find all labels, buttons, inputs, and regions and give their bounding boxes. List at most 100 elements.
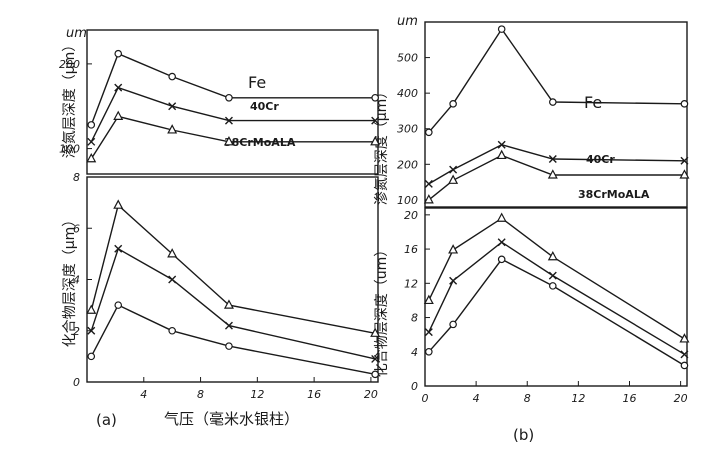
panel-a-bottom-ytick-label-8: 8 [73,171,80,184]
panel-a-bottom-series-0-point-4 [371,370,379,379]
panel-b-top-unit: um [397,14,418,29]
panel-b-bottom-series-0-line [428,258,685,367]
panel-b-bottom-series-1-point-0 [424,328,433,337]
panel-a-bottom-series-0-point-1 [114,301,123,309]
panel-b-top-ytick-label-200: 200 [397,158,418,171]
panel-a-top-series-0-point-0 [87,121,96,129]
panel-a-top-series-0-point-1 [114,49,123,58]
panel-a-bottom-xtick-label-12: 12 [250,388,264,401]
panel-a-bottom-series-1-point-2 [168,275,177,284]
panel-a-bottom-xtick-label-16: 16 [307,388,321,401]
series-label-38crmoala-b: 38CrMoALA [578,188,650,201]
panel-a-top-series-0-line [90,52,376,126]
panel-b-top-series-0-point-0 [425,128,433,137]
panel-b-bottom-series-0-point-3 [549,282,557,290]
panel-a-bottom-ytick-label-0: 0 [73,376,80,389]
panel-b-bottom-series-0-point-1 [449,320,457,329]
panel-a-top-series-1-line [90,86,376,143]
panel-b-bottom-series-0-point-4 [680,361,689,370]
panel-a-xlabel: 气压（毫米水银柱） [164,410,299,428]
panel-b-top-series-2-point-4 [679,169,690,179]
series-label-fe-a: Fe [248,73,266,92]
panel-b-top-series-0-point-3 [549,98,557,106]
panel-b-bottom-ytick-label-4: 4 [411,346,418,359]
panel-a-bottom-series-0-line [90,304,376,375]
panel-b-bottom-series-1-point-4 [680,350,689,359]
panel-b-bottom-xtick-label-20: 20 [674,392,688,405]
panel-a-top-series-1-point-2 [168,102,177,111]
panel-a-top-series-1-point-4 [371,116,380,125]
panel-b-bottom-xtick-label-12: 12 [571,392,585,405]
panel-b-bottom-ytick-label-20: 20 [404,209,418,222]
panel-a-bottom-xtick-label-20: 20 [364,388,378,401]
panel-b-bottom-series-0-point-2 [497,255,506,264]
panel-a-top-series-2-point-0 [86,152,97,163]
panel-a-top-series-0-point-3 [225,93,233,102]
panel-a-bottom-series-2-point-3 [223,299,234,309]
panel-b-bottom-ytick-label-0: 0 [411,380,418,393]
panel-b-bottom-series-1-point-3 [548,271,557,280]
panel-a-bottom-series-1-point-4 [371,354,380,363]
panel-b-bottom-series-1-point-2 [497,238,506,247]
panel-b-top-ytick-label-100: 100 [397,194,418,207]
panel-b-bottom-xtick-label-4: 4 [473,392,480,405]
panel-a-top-ytick-label-100: 100 [59,143,80,156]
series-label-40cr-a: 40Cr [250,100,279,113]
panel-b-bottom-xtick-label-0: 0 [422,392,429,405]
panel-b-top-frame [424,21,688,208]
panel-b-bottom-series-2-point-2 [496,212,507,222]
panel-b-top-series-2-point-2 [496,149,507,160]
panel-a-bottom-ytick-label-6: 6 [73,222,80,235]
panel-b-caption: (b) [513,426,534,444]
panel-a-bottom-ylabel: 化合物层深度（μm） [62,213,78,348]
panel-a-bottom-series-0-point-2 [168,326,176,335]
panel-b-top-series-2-point-0 [423,194,434,204]
panel-b-top-series-1-point-0 [424,179,433,188]
panel-a-bottom-series-2-point-0 [86,304,97,314]
panel-a-top-series-0-point-2 [168,72,176,81]
panel-a-bottom-series-1-point-1 [114,244,123,253]
panel-b-bottom-series-2-point-0 [423,294,434,305]
panel-a-top-series-1-point-3 [224,116,233,125]
panel-a-top-frame [86,29,379,175]
panel-b-top-series-0-point-1 [449,100,457,108]
panel-a-bottom-series-2-point-4 [370,327,381,337]
panel-b-top-series-0-point-4 [680,100,689,108]
panel-a-caption: (a) [96,411,117,429]
panel-b-bottom-ytick-label-12: 12 [404,277,418,290]
panel-a-bottom: 化合物层深度（μm） 气压（毫米水银柱） (a) [62,176,379,429]
panel-a-top-ytick-label-200: 200 [59,58,80,71]
panel-b-bottom-ytick-label-16: 16 [404,243,418,256]
panel-b-top-ytick-label-400: 400 [397,87,418,100]
panel-b-bottom-series-1-point-1 [449,276,458,285]
panel-a-top-ylabel: 渗氮层深度（μm） [62,38,78,159]
panel-b-top-ytick-label-500: 500 [397,52,418,65]
panel-a-bottom-series-2-point-1 [113,199,124,209]
panel-a-bottom-series-0-point-0 [87,352,96,361]
panel-a-top-series-2-point-2 [167,124,178,134]
panel-a-top: um 渗氮层深度（μm） Fe 40Cr 38CrMoALA [62,26,379,175]
panel-b-top-series-1-point-2 [497,140,506,149]
panel-a-bottom-ytick-label-2: 2 [73,325,80,338]
panel-b-top-series-2-point-3 [547,169,558,179]
panel-a-bottom-series-2-point-2 [167,248,178,258]
panel-a-top-series-2-point-4 [370,136,381,146]
panel-b-bottom-series-2-point-4 [679,333,690,343]
panel-b-top-ylabel: 渗氮层深度（μm） [374,85,390,206]
panel-b-top-series-1-point-3 [548,154,557,163]
panel-b-bottom-series-2-point-3 [547,251,558,261]
panel-b-bottom-ylabel: 化合物层深度（um） [374,243,390,378]
panel-a-bottom-series-0-point-3 [225,342,233,350]
panel-a-bottom-series-1-line [90,247,376,360]
panel-b-top-series-0-line [428,27,685,133]
panel-a-bottom-xtick-label-8: 8 [197,388,204,401]
panel-a-top-series-2-point-1 [113,110,124,120]
panel-a-top-series-2-point-3 [223,136,234,146]
panel-b-bottom: 化合物层深度（um） (b) [374,207,688,444]
panel-b-bottom-frame [424,207,688,387]
panel-b-top-series-1-point-4 [680,156,689,165]
panel-a-bottom-frame [86,176,379,383]
panel-b-bottom-series-0-point-0 [425,347,433,356]
panel-b-bottom-xtick-label-8: 8 [524,392,531,405]
